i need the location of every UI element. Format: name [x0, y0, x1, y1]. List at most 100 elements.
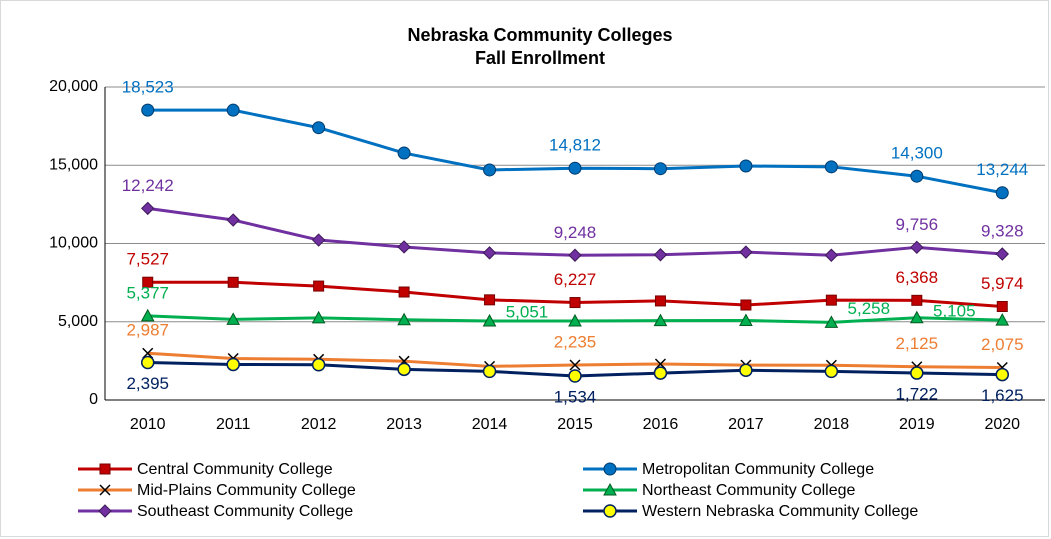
data-label: 5,051	[506, 302, 549, 321]
marker	[397, 146, 411, 160]
marker	[397, 312, 411, 326]
legend-label: Northeast Community College	[642, 482, 856, 499]
x-tick-label: 2018	[814, 416, 850, 433]
marker	[910, 366, 924, 380]
data-label: 1,625	[981, 386, 1024, 405]
x-tick-label: 2012	[301, 416, 337, 433]
y-tick-label: 20,000	[49, 78, 98, 95]
x-tick-label: 2011	[216, 416, 251, 433]
marker	[397, 362, 411, 377]
marker	[99, 463, 111, 475]
marker	[568, 161, 582, 175]
x-tick-label: 2015	[557, 416, 593, 433]
legend-label: Metropolitan Community College	[642, 461, 874, 478]
marker	[226, 213, 240, 227]
marker	[568, 369, 582, 383]
marker	[141, 103, 155, 117]
legend-label: Mid-Plains Community College	[137, 482, 356, 499]
chart-title: Nebraska Community Colleges	[407, 25, 672, 45]
x-tick-label: 2017	[728, 416, 764, 433]
marker	[98, 504, 112, 518]
marker	[311, 233, 326, 247]
chart-subtitle: Fall Enrollment	[475, 48, 605, 68]
marker	[140, 355, 155, 370]
data-label: 2,235	[554, 333, 597, 352]
data-label: 2,987	[126, 321, 169, 340]
marker	[569, 297, 581, 309]
data-label: 6,368	[896, 268, 939, 287]
marker	[654, 295, 666, 307]
legend-label: Central Community College	[137, 461, 333, 478]
data-label: 9,328	[981, 222, 1024, 241]
x-tick-label: 2014	[472, 416, 508, 433]
marker	[996, 301, 1008, 313]
data-label: 9,756	[896, 215, 939, 234]
x-tick-label: 2010	[130, 416, 166, 433]
marker	[824, 364, 839, 379]
marker	[911, 294, 923, 306]
marker	[226, 312, 241, 325]
marker	[226, 103, 240, 117]
legend-label: Western Nebraska Community College	[642, 503, 918, 520]
marker	[482, 313, 497, 327]
x-tick-label: 2013	[386, 416, 422, 433]
marker	[653, 162, 667, 176]
data-label: 13,244	[976, 160, 1028, 179]
marker	[995, 313, 1010, 326]
marker	[824, 160, 838, 174]
marker	[909, 310, 924, 324]
data-label: 1,722	[896, 385, 939, 404]
marker	[142, 347, 154, 359]
x-tick-label: 2016	[643, 416, 679, 433]
x-tick-label: 2020	[984, 416, 1020, 433]
marker	[653, 366, 668, 380]
data-label: 18,523	[122, 78, 174, 97]
data-label: 14,300	[891, 144, 943, 163]
marker	[397, 240, 411, 254]
marker	[398, 286, 410, 298]
marker	[568, 313, 582, 327]
marker	[311, 310, 326, 324]
marker	[824, 315, 839, 328]
marker	[739, 159, 753, 173]
marker	[825, 294, 837, 306]
data-label: 1,534	[554, 387, 597, 406]
y-tick-label: 10,000	[49, 235, 98, 252]
data-label: 2,075	[981, 335, 1024, 354]
marker	[910, 169, 924, 183]
marker	[739, 363, 753, 378]
marker	[483, 163, 497, 177]
marker	[995, 367, 1010, 382]
data-label: 5,258	[848, 299, 891, 318]
marker	[311, 358, 326, 372]
marker	[99, 484, 111, 496]
marker	[142, 276, 154, 288]
data-label: 5,105	[933, 302, 976, 321]
marker	[140, 308, 155, 322]
marker	[482, 364, 497, 379]
marker	[824, 248, 839, 262]
y-tick-label: 0	[89, 391, 98, 408]
marker	[569, 359, 581, 371]
y-tick-label: 5,000	[58, 313, 98, 330]
data-label: 6,227	[554, 270, 597, 289]
data-label: 12,242	[122, 176, 174, 195]
marker	[995, 247, 1009, 261]
y-tick-label: 15,000	[49, 156, 98, 173]
marker	[484, 294, 496, 306]
marker	[568, 248, 582, 262]
data-label: 2,125	[896, 334, 939, 353]
data-label: 5,377	[126, 283, 169, 302]
data-label: 2,395	[126, 374, 169, 393]
marker	[312, 121, 326, 135]
marker	[227, 276, 239, 288]
marker	[910, 240, 924, 255]
marker	[226, 357, 240, 372]
marker	[739, 313, 753, 326]
legend-label: Southeast Community College	[137, 503, 353, 520]
marker	[603, 482, 617, 496]
marker	[653, 313, 668, 327]
marker	[482, 246, 497, 260]
